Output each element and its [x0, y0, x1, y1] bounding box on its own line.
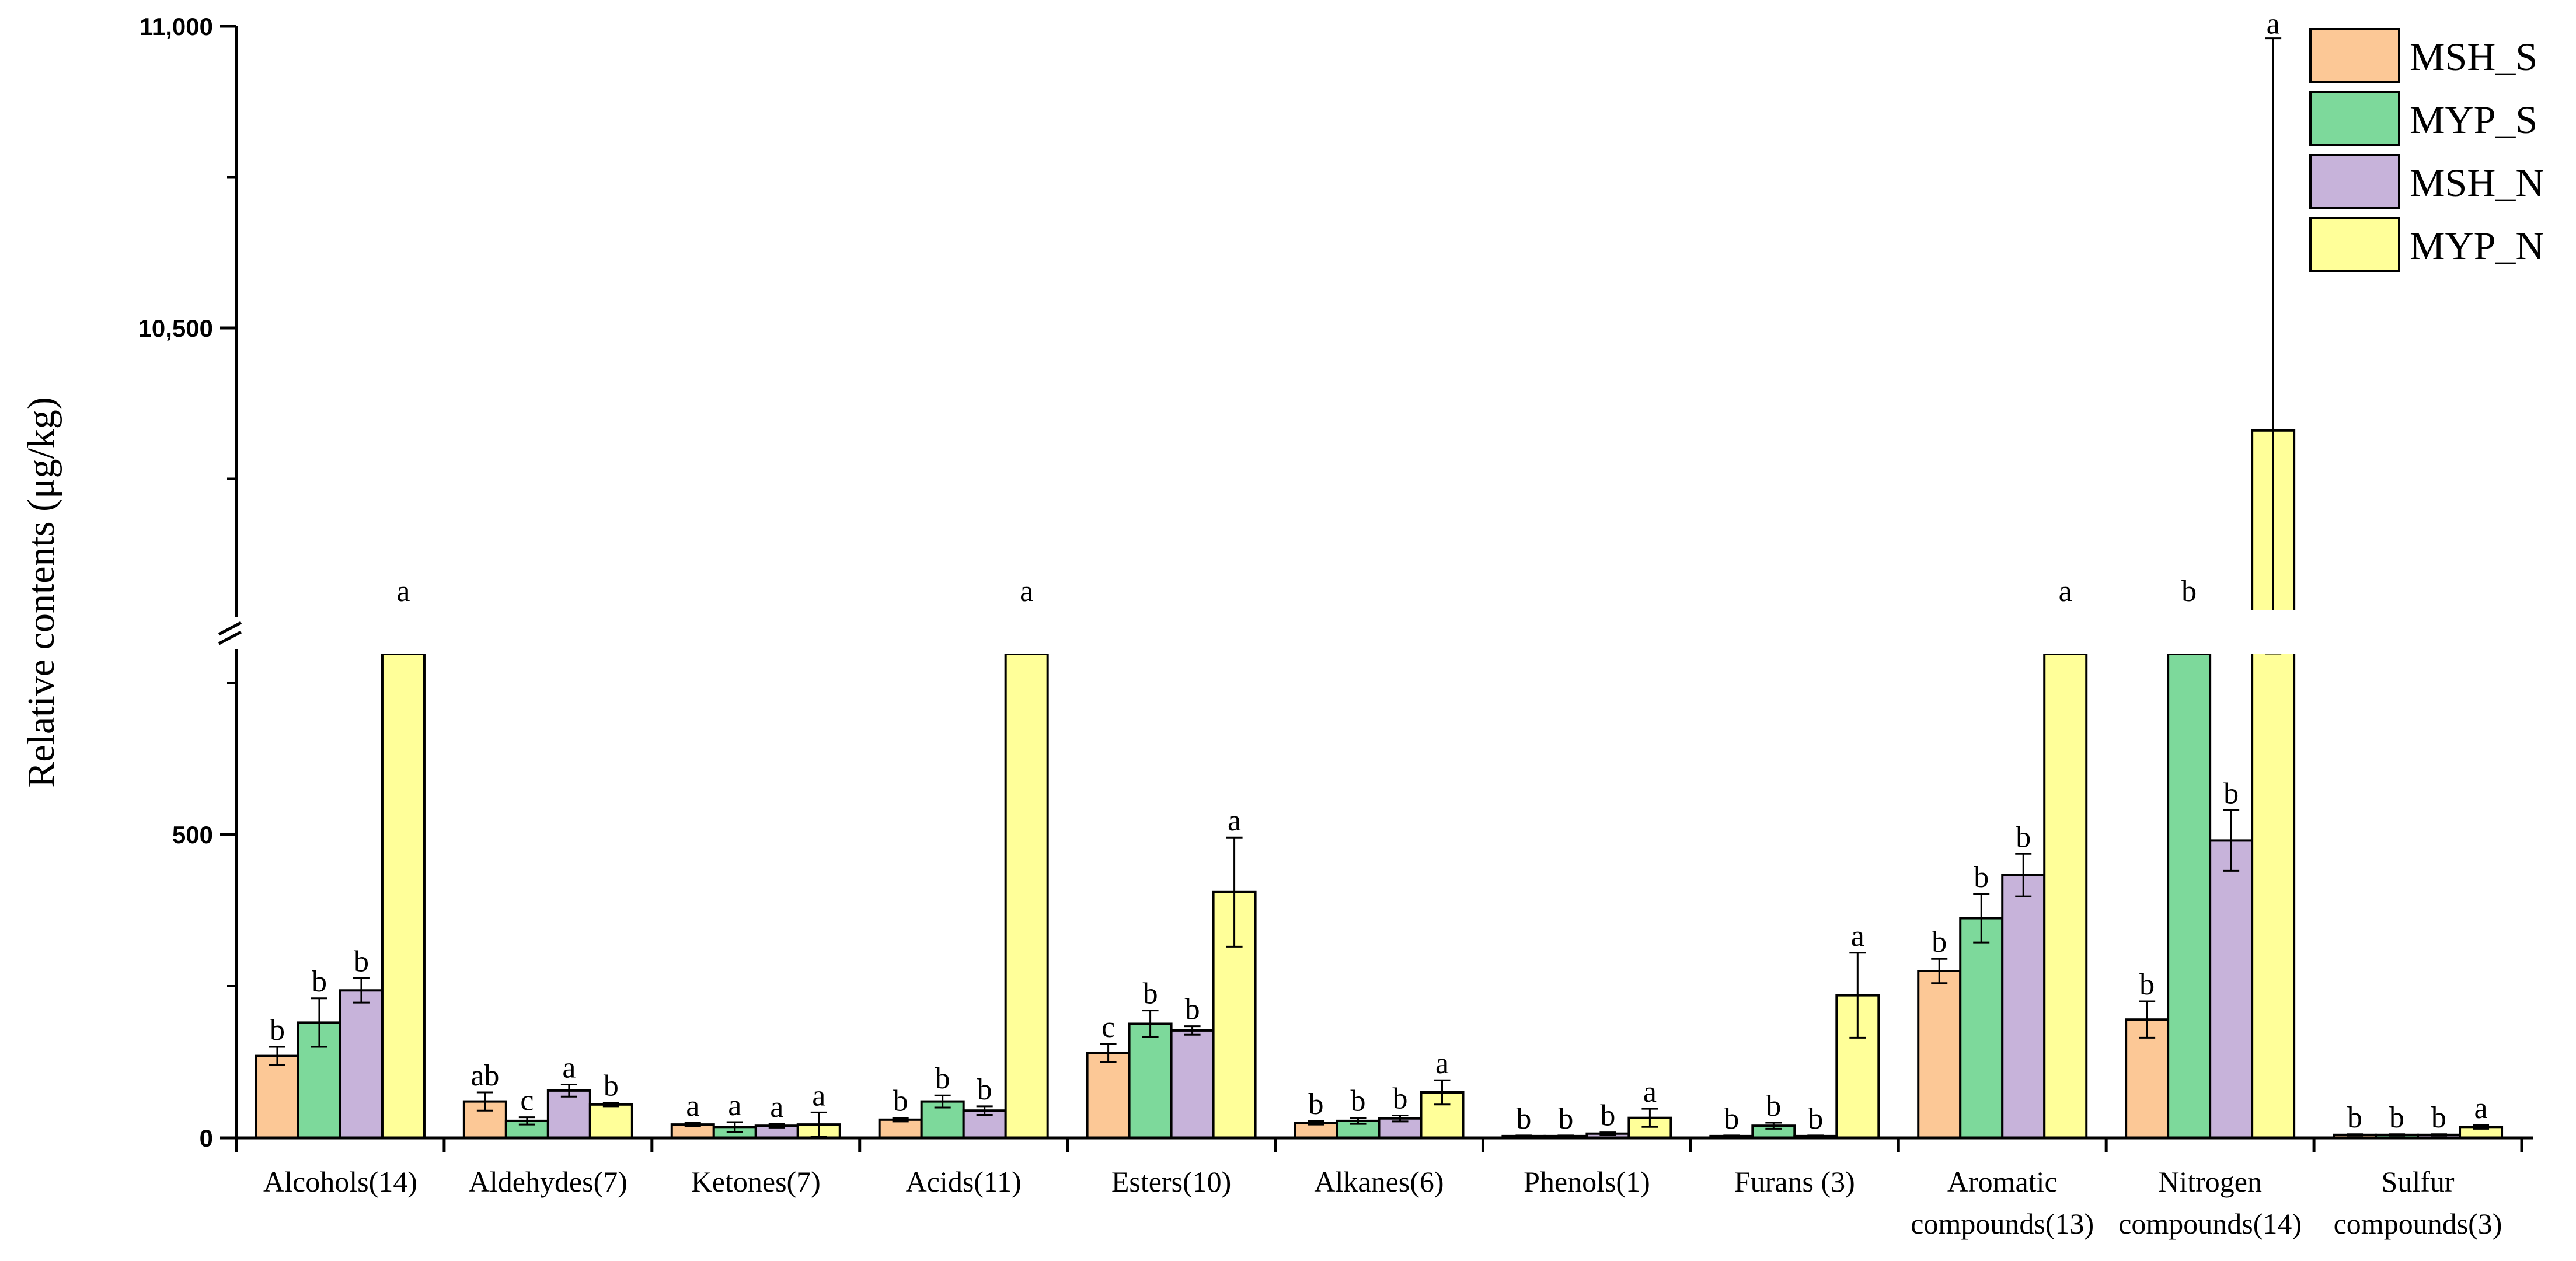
legend-swatch	[2309, 28, 2400, 83]
bar	[339, 989, 384, 1140]
significance-letter: b	[2139, 968, 2155, 1001]
significance-letter: b	[2389, 1101, 2404, 1134]
bar	[255, 1054, 299, 1139]
x-tick-label: Aromatic	[1947, 1165, 2058, 1198]
significance-letter: b	[2347, 1101, 2362, 1134]
bar	[2043, 652, 2088, 1139]
bar	[1086, 1052, 1131, 1140]
significance-letter: b	[935, 1062, 950, 1095]
significance-letter: a	[396, 575, 410, 608]
bar	[588, 1103, 633, 1140]
legend-label: MSH_S	[2410, 34, 2537, 79]
legend-swatch	[2309, 91, 2400, 146]
legend-label: MYP_N	[2410, 223, 2544, 268]
significance-letter: a	[2474, 1092, 2487, 1125]
axis-break-mark	[218, 630, 242, 645]
significance-letter: b	[1393, 1082, 1408, 1116]
significance-letter: b	[2016, 820, 2031, 854]
significance-letter: b	[270, 1014, 285, 1047]
significance-letter: a	[1228, 804, 1241, 837]
significance-letter: c	[1101, 1011, 1115, 1044]
significance-letter: b	[354, 945, 369, 978]
bar	[546, 1089, 591, 1140]
significance-letter: a	[562, 1051, 576, 1084]
significance-letter: b	[1143, 977, 1158, 1011]
y-tick-label: 10,500	[138, 315, 213, 342]
significance-letter: a	[2267, 8, 2280, 41]
significance-letter: b	[2431, 1101, 2446, 1134]
bar	[2209, 839, 2254, 1140]
bar	[1959, 917, 2004, 1140]
significance-letter: c	[520, 1084, 534, 1117]
bar	[2001, 874, 2046, 1140]
significance-letter: b	[1724, 1102, 1739, 1136]
significance-letter: b	[1808, 1102, 1823, 1136]
significance-letter: b	[1932, 925, 1947, 959]
significance-letter: a	[1020, 575, 1033, 608]
axis-break-mark	[218, 621, 242, 636]
x-tick-label: Furans (3)	[1734, 1165, 1855, 1198]
x-tick-label: Aldehydes(7)	[469, 1165, 628, 1198]
bar	[878, 1118, 923, 1140]
legend-label: MYP_S	[2410, 97, 2537, 142]
significance-letter: b	[2181, 575, 2197, 608]
significance-letter: b	[893, 1085, 908, 1118]
significance-letter: b	[1309, 1088, 1324, 1121]
bar	[1917, 970, 1962, 1139]
significance-letter: b	[2223, 777, 2239, 810]
bar	[1004, 652, 1049, 1139]
bar	[1170, 1029, 1215, 1140]
significance-letter: a	[1851, 920, 1864, 953]
x-tick-label: Esters(10)	[1111, 1165, 1232, 1198]
bar	[2167, 652, 2212, 1139]
axes-layer: 0 500 10,500 11,000	[138, 13, 2533, 1152]
axis-break-gap	[235, 610, 2532, 654]
x-tick-label: Phenols(1)	[1524, 1165, 1650, 1198]
x-tick-label: compounds(13)	[1911, 1207, 2094, 1240]
significance-letter: b	[1185, 993, 1200, 1026]
significance-letter: ab	[470, 1059, 499, 1092]
x-tick-label: Nitrogen	[2158, 1165, 2262, 1198]
significance-letter: a	[1435, 1047, 1449, 1080]
legend-swatch	[2309, 154, 2400, 209]
significance-letter: b	[1766, 1089, 1781, 1123]
significance-letter: a	[1643, 1075, 1657, 1109]
significance-letter: a	[770, 1091, 783, 1124]
significance-letter: b	[312, 965, 327, 998]
significance-letter: b	[1351, 1085, 1366, 1118]
significance-letter: a	[686, 1089, 699, 1123]
x-tick-label: compounds(14)	[2118, 1207, 2302, 1240]
x-tick-label: Acids(11)	[906, 1165, 1022, 1198]
legend-label: MSH_N	[2410, 160, 2544, 205]
significance-letter: a	[2059, 575, 2072, 608]
significance-letter: b	[1516, 1102, 1531, 1136]
significance-letter: a	[812, 1079, 825, 1112]
significance-letter: b	[1974, 861, 1989, 894]
x-tick-label: compounds(3)	[2334, 1207, 2502, 1240]
x-tick-label: Sulfur	[2382, 1165, 2455, 1198]
significance-letter: b	[977, 1073, 992, 1106]
bar	[1128, 1022, 1173, 1139]
legend: MSH_S MYP_S MSH_N MYP_N	[2309, 28, 2544, 272]
y-axis-label: Relative contents (μg/kg)	[20, 397, 62, 788]
x-tick-label: Alkanes(6)	[1314, 1165, 1444, 1198]
y-tick-label: 500	[172, 821, 213, 848]
legend-swatch	[2309, 217, 2400, 272]
x-tick-label: Ketones(7)	[691, 1165, 821, 1198]
x-tick-label: Alcohols(14)	[263, 1165, 417, 1198]
bar	[381, 652, 426, 1139]
significance-letter: b	[1600, 1099, 1615, 1133]
y-tick-label: 0	[200, 1124, 213, 1152]
significance-letter: a	[728, 1089, 741, 1122]
y-tick-label: 11,000	[140, 13, 213, 40]
significance-letter: b	[604, 1070, 619, 1103]
significance-letter: b	[1558, 1102, 1573, 1136]
